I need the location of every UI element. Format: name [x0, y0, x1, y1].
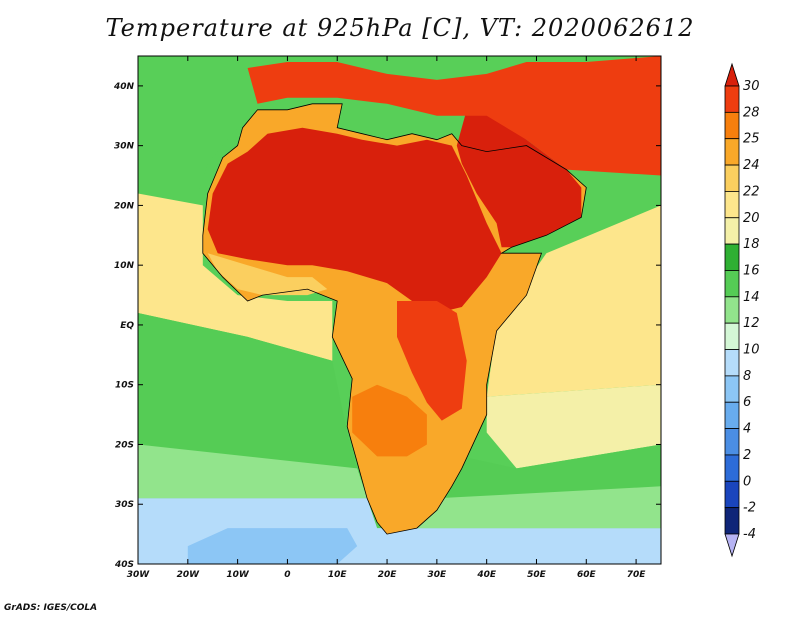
region-arabia-land	[456, 103, 582, 248]
colorbar-label: 6	[743, 395, 751, 410]
colorbar-label: 24	[743, 158, 760, 173]
region-west-coast-warm	[207, 253, 328, 296]
credit-text: GrADS: IGES/COLA	[4, 603, 98, 613]
region-south-central-hot	[352, 384, 427, 457]
region-south-atlantic-mid	[138, 313, 358, 469]
colorbar-top-arrow	[724, 62, 740, 87]
lat-tick-label: 10N	[114, 261, 135, 271]
region-sahara-hot	[207, 127, 502, 313]
lat-tick-label: 40N	[113, 82, 135, 92]
lat-tick-label: 10S	[115, 381, 134, 391]
lon-tick-label: 30E	[428, 570, 448, 580]
colorbar-bottom-arrow	[724, 533, 740, 558]
colorbar-swatch	[724, 85, 740, 113]
colorbar-label: 14	[743, 290, 760, 305]
lon-tick-label: 30W	[127, 570, 151, 580]
region-east-africa-hot	[397, 301, 467, 421]
lon-tick-label: 10E	[328, 570, 348, 580]
lon-tick-label: 10W	[226, 570, 250, 580]
lon-tick-label: 40E	[476, 570, 497, 580]
lat-tick-label: 20S	[115, 440, 134, 450]
region-indian-ocean-green	[446, 444, 661, 499]
colorbar-swatch	[724, 138, 740, 166]
colorbar-swatch	[724, 480, 740, 509]
colorbar-swatch	[724, 111, 740, 140]
colorbar-swatch	[724, 164, 740, 192]
colorbar-swatch	[724, 296, 740, 324]
colorbar-label: 20	[743, 211, 760, 226]
lon-tick-label: 20E	[378, 570, 398, 580]
region-south-atlantic-colder	[187, 528, 358, 564]
region-south-atlantic-cool	[138, 444, 368, 499]
colorbar-label: 25	[743, 132, 760, 147]
colorbar-swatch	[724, 507, 740, 535]
colorbar-label: 10	[743, 343, 760, 358]
colorbar-swatch	[724, 191, 740, 219]
colorbar-swatch	[724, 375, 740, 403]
colorbar-swatch	[724, 454, 740, 482]
region-indian-ocean-cool	[407, 486, 661, 529]
colorbar-label: 22	[743, 184, 760, 199]
colorbar-label: 2	[743, 448, 751, 463]
region-med-north-hot	[247, 56, 661, 176]
lat-tick-label: 40S	[114, 560, 134, 570]
region-north-atlantic	[138, 56, 258, 194]
colorbar-label: 16	[743, 263, 760, 278]
latitude-axis: 40N 30N 20N 10N EQ 10S 20S 30S 40S	[113, 82, 661, 570]
lon-tick-label: 70E	[627, 570, 647, 580]
colorbar-swatch	[724, 322, 740, 350]
temperature-regions	[138, 56, 661, 564]
region-south-atlantic-warm	[138, 193, 333, 361]
colorbar-swatch	[724, 217, 740, 245]
colorbar-swatch	[724, 401, 740, 429]
colorbar-label: 8	[743, 369, 751, 384]
colorbar-label: 28	[743, 105, 760, 120]
longitude-axis: 30W 20W 10W 0 10E 20E 30E 40E 50E 60E 70E	[127, 56, 647, 580]
lon-tick-label: 20W	[177, 570, 201, 580]
colorbar-swatch	[724, 428, 740, 456]
colorbar-swatch	[724, 349, 740, 377]
lat-tick-label: 30N	[114, 142, 135, 152]
colorbar-label: -4	[743, 527, 756, 542]
coastline	[202, 103, 587, 535]
colorbar-label: 4	[743, 422, 751, 437]
colorbar-swatch	[724, 243, 740, 271]
lat-tick-label: 20N	[114, 201, 135, 211]
map-frame	[137, 55, 662, 565]
colorbar-label: 0	[743, 474, 751, 489]
colorbar-label: 12	[743, 316, 760, 331]
lat-tick-label: 30S	[115, 500, 134, 510]
colorbar-label: 30	[743, 79, 760, 94]
lon-tick-label: 0	[284, 570, 290, 580]
lon-tick-label: 50E	[527, 570, 547, 580]
region-indian-ocean-mid	[486, 384, 661, 469]
region-indian-ocean-warm	[486, 205, 661, 397]
map-title: Temperature at 925hPa [C], VT: 202006261…	[105, 14, 695, 42]
colorbar-swatch	[724, 270, 740, 298]
lat-tick-label: EQ	[120, 321, 134, 331]
lon-tick-label: 60E	[577, 570, 597, 580]
colorbar-label: 18	[743, 237, 760, 252]
colorbar-label: -2	[743, 501, 756, 516]
